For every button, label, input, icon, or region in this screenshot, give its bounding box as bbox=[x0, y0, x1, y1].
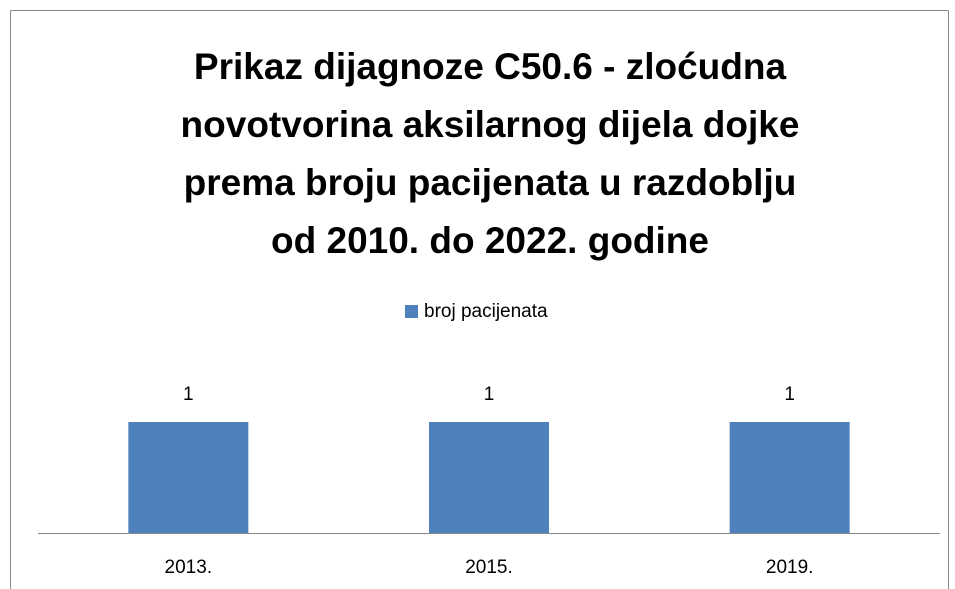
data-label: 1 bbox=[784, 384, 795, 405]
data-label: 1 bbox=[183, 384, 194, 405]
bar bbox=[128, 422, 249, 533]
legend-label: broj pacijenata bbox=[424, 301, 548, 322]
data-label: 1 bbox=[484, 384, 495, 405]
legend-swatch bbox=[405, 305, 418, 318]
chart-title: Prikaz dijagnoze C50.6 - zloćudna novotv… bbox=[180, 46, 800, 261]
x-tick-label: 2015. bbox=[465, 557, 513, 578]
bar bbox=[429, 422, 549, 533]
bar bbox=[729, 422, 850, 533]
x-tick-label: 2013. bbox=[165, 557, 213, 578]
x-tick-label: 2019. bbox=[766, 557, 814, 578]
